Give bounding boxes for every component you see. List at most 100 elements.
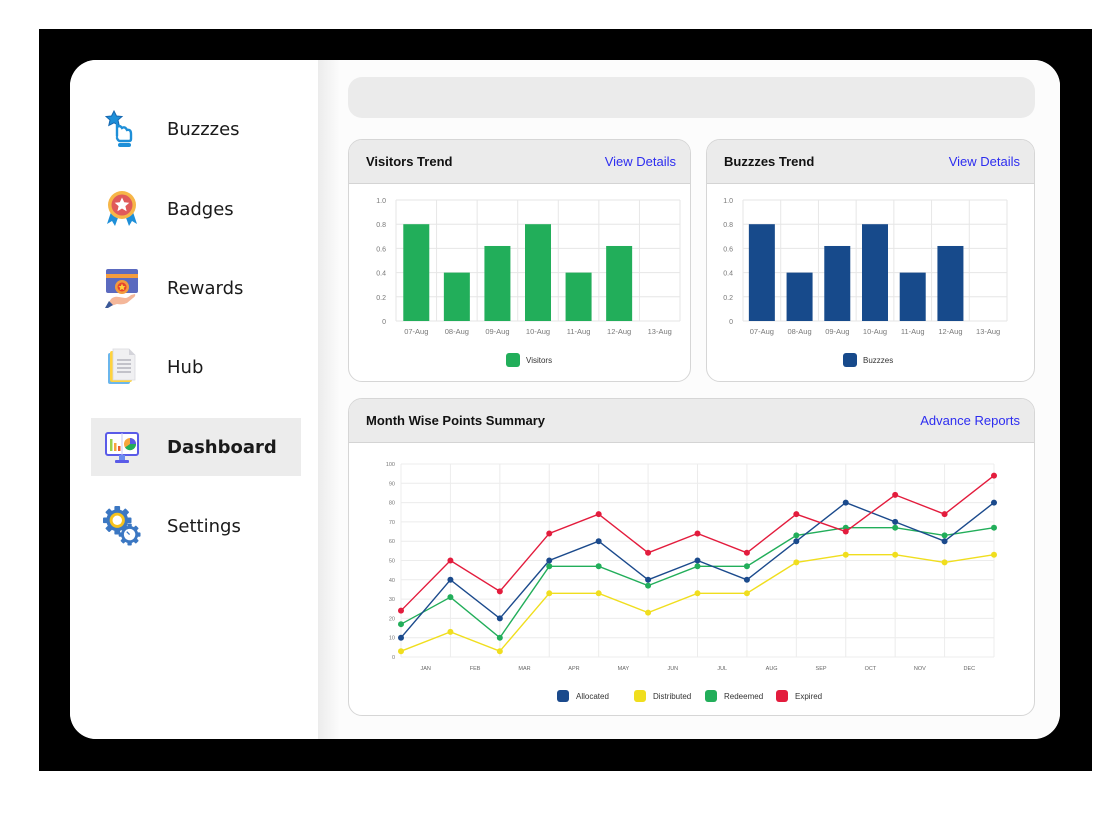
data-point[interactable] bbox=[447, 576, 454, 583]
sidebar-item-label: Badges bbox=[167, 198, 234, 220]
gears-icon bbox=[103, 506, 141, 546]
x-tick-label: 07-Aug bbox=[404, 327, 428, 336]
bar[interactable] bbox=[899, 272, 926, 321]
view-details-link[interactable]: View Details bbox=[604, 154, 676, 169]
data-point[interactable] bbox=[694, 563, 701, 570]
legend-label: Expired bbox=[795, 692, 822, 701]
bar[interactable] bbox=[748, 224, 775, 321]
data-point[interactable] bbox=[941, 559, 948, 566]
data-point[interactable] bbox=[496, 615, 503, 622]
x-tick-label: 07-Aug bbox=[750, 327, 774, 336]
x-tick-label: APR bbox=[568, 666, 579, 672]
bar[interactable] bbox=[606, 245, 633, 321]
data-point[interactable] bbox=[546, 590, 553, 597]
data-point[interactable] bbox=[398, 621, 404, 628]
bar[interactable] bbox=[565, 272, 592, 321]
data-point[interactable] bbox=[645, 609, 652, 616]
data-point[interactable] bbox=[645, 576, 652, 583]
data-point[interactable] bbox=[694, 590, 701, 597]
data-point[interactable] bbox=[496, 648, 503, 655]
sidebar-item-hub[interactable]: Hub bbox=[91, 338, 301, 396]
y-tick-label: 0 bbox=[382, 319, 386, 326]
buzzzes-bar-chart: 0 0.2 0.4 0.6 0.8 1.0 07-Aug 08-Aug 09-Aug 10-Aug… bbox=[723, 198, 1008, 367]
data-point[interactable] bbox=[595, 511, 602, 518]
data-point[interactable] bbox=[546, 557, 553, 564]
y-tick-label: 0.4 bbox=[376, 271, 386, 278]
legend-swatch bbox=[705, 690, 717, 702]
data-point[interactable] bbox=[892, 491, 899, 498]
sidebar-item-label: Hub bbox=[167, 356, 204, 378]
y-tick-label: 0.8 bbox=[723, 222, 733, 229]
data-point[interactable] bbox=[793, 559, 800, 566]
data-point[interactable] bbox=[892, 524, 899, 531]
data-point[interactable] bbox=[793, 511, 800, 518]
y-tick-label: 40 bbox=[389, 578, 395, 584]
data-point[interactable] bbox=[447, 594, 454, 601]
bar[interactable] bbox=[824, 245, 851, 321]
data-point[interactable] bbox=[991, 524, 997, 531]
data-point[interactable] bbox=[842, 499, 849, 506]
data-point[interactable] bbox=[941, 532, 948, 539]
bar[interactable] bbox=[403, 224, 430, 321]
data-point[interactable] bbox=[793, 538, 800, 545]
bar[interactable] bbox=[525, 224, 551, 321]
data-point[interactable] bbox=[793, 532, 800, 539]
data-point[interactable] bbox=[991, 472, 997, 479]
monitor-chart-icon bbox=[103, 428, 141, 466]
data-point[interactable] bbox=[743, 549, 750, 556]
y-tick-label: 1.0 bbox=[376, 198, 386, 205]
data-point[interactable] bbox=[892, 518, 899, 525]
sidebar-item-rewards[interactable]: Rewards bbox=[91, 259, 301, 317]
sidebar-item-label: Settings bbox=[167, 515, 241, 537]
data-point[interactable] bbox=[496, 634, 503, 641]
data-point[interactable] bbox=[398, 648, 404, 655]
card-title: Buzzzes Trend bbox=[724, 154, 815, 169]
x-tick-label: MAY bbox=[618, 666, 630, 672]
sidebar-item-badges[interactable]: Badges bbox=[91, 180, 301, 238]
data-point[interactable] bbox=[743, 563, 750, 570]
data-point[interactable] bbox=[941, 511, 948, 518]
data-point[interactable] bbox=[546, 563, 553, 570]
bar[interactable] bbox=[862, 224, 888, 321]
data-point[interactable] bbox=[743, 590, 750, 597]
legend-label: Buzzzes bbox=[863, 356, 893, 365]
data-point[interactable] bbox=[991, 499, 997, 506]
data-point[interactable] bbox=[398, 634, 404, 641]
bar[interactable] bbox=[786, 272, 813, 321]
legend-swatch bbox=[506, 353, 520, 367]
sidebar-item-dashboard[interactable]: Dashboard bbox=[91, 418, 301, 476]
main-content: Visitors Trend View Details 0 0.2 0.4 0.6 0.… bbox=[318, 60, 1060, 739]
points-summary-card: Month Wise Points Summary Advance Report… bbox=[348, 398, 1035, 716]
data-point[interactable] bbox=[991, 551, 997, 558]
data-point[interactable] bbox=[447, 557, 454, 564]
search-bar[interactable] bbox=[348, 77, 1035, 118]
bar[interactable] bbox=[937, 245, 964, 321]
advance-reports-link[interactable]: Advance Reports bbox=[920, 413, 1020, 428]
data-point[interactable] bbox=[694, 557, 701, 564]
card-title: Visitors Trend bbox=[366, 154, 453, 169]
data-point[interactable] bbox=[694, 530, 701, 537]
data-point[interactable] bbox=[398, 607, 404, 614]
data-point[interactable] bbox=[743, 576, 750, 583]
data-point[interactable] bbox=[892, 551, 899, 558]
data-point[interactable] bbox=[842, 551, 849, 558]
data-point[interactable] bbox=[595, 563, 602, 570]
data-point[interactable] bbox=[595, 590, 602, 597]
bar[interactable] bbox=[443, 272, 470, 321]
data-point[interactable] bbox=[496, 588, 503, 595]
data-point[interactable] bbox=[645, 549, 652, 556]
sidebar-item-buzzzes[interactable]: Buzzzes bbox=[91, 100, 301, 158]
sidebar-item-settings[interactable]: Settings bbox=[91, 497, 301, 555]
y-tick-label: 0.4 bbox=[723, 271, 733, 278]
x-tick-label: 13-Aug bbox=[648, 327, 672, 336]
card-title: Month Wise Points Summary bbox=[366, 413, 546, 428]
data-point[interactable] bbox=[447, 628, 454, 635]
data-point[interactable] bbox=[546, 530, 553, 537]
bar[interactable] bbox=[484, 245, 511, 321]
data-point[interactable] bbox=[645, 582, 652, 589]
data-point[interactable] bbox=[595, 538, 602, 545]
card-header: Visitors Trend View Details bbox=[349, 140, 690, 184]
data-point[interactable] bbox=[941, 538, 948, 545]
data-point[interactable] bbox=[842, 528, 849, 535]
view-details-link[interactable]: View Details bbox=[948, 154, 1020, 169]
